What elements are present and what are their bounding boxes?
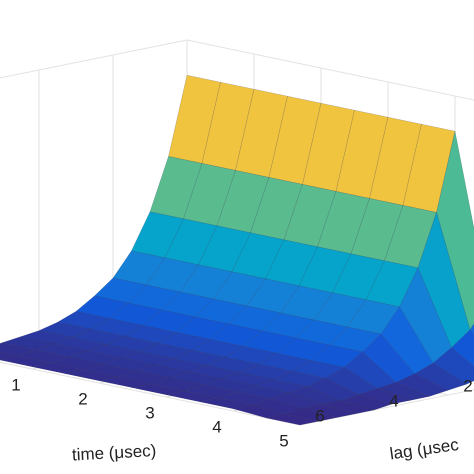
x-tick-label: 4 xyxy=(212,417,221,436)
surface-patch xyxy=(451,329,474,367)
x-axis-label: time (μsec) xyxy=(71,441,156,464)
box-edge xyxy=(0,39,188,79)
x-tick-label: 1 xyxy=(11,375,20,394)
x-tick-label: 3 xyxy=(145,403,154,422)
surface-patch xyxy=(266,414,319,426)
y-axis-label: lag (μsec xyxy=(389,435,461,464)
y-tick-label: 2 xyxy=(463,376,472,395)
surface-patch xyxy=(0,352,18,360)
box-edge xyxy=(186,39,474,101)
y-tick-label: 6 xyxy=(315,406,324,425)
x-tick-label: 5 xyxy=(279,431,288,450)
surface xyxy=(0,74,474,426)
surface-patch xyxy=(469,323,474,335)
y-tick-label: 4 xyxy=(389,391,398,410)
x-tick-label: 2 xyxy=(78,389,87,408)
grid-line xyxy=(0,361,301,426)
